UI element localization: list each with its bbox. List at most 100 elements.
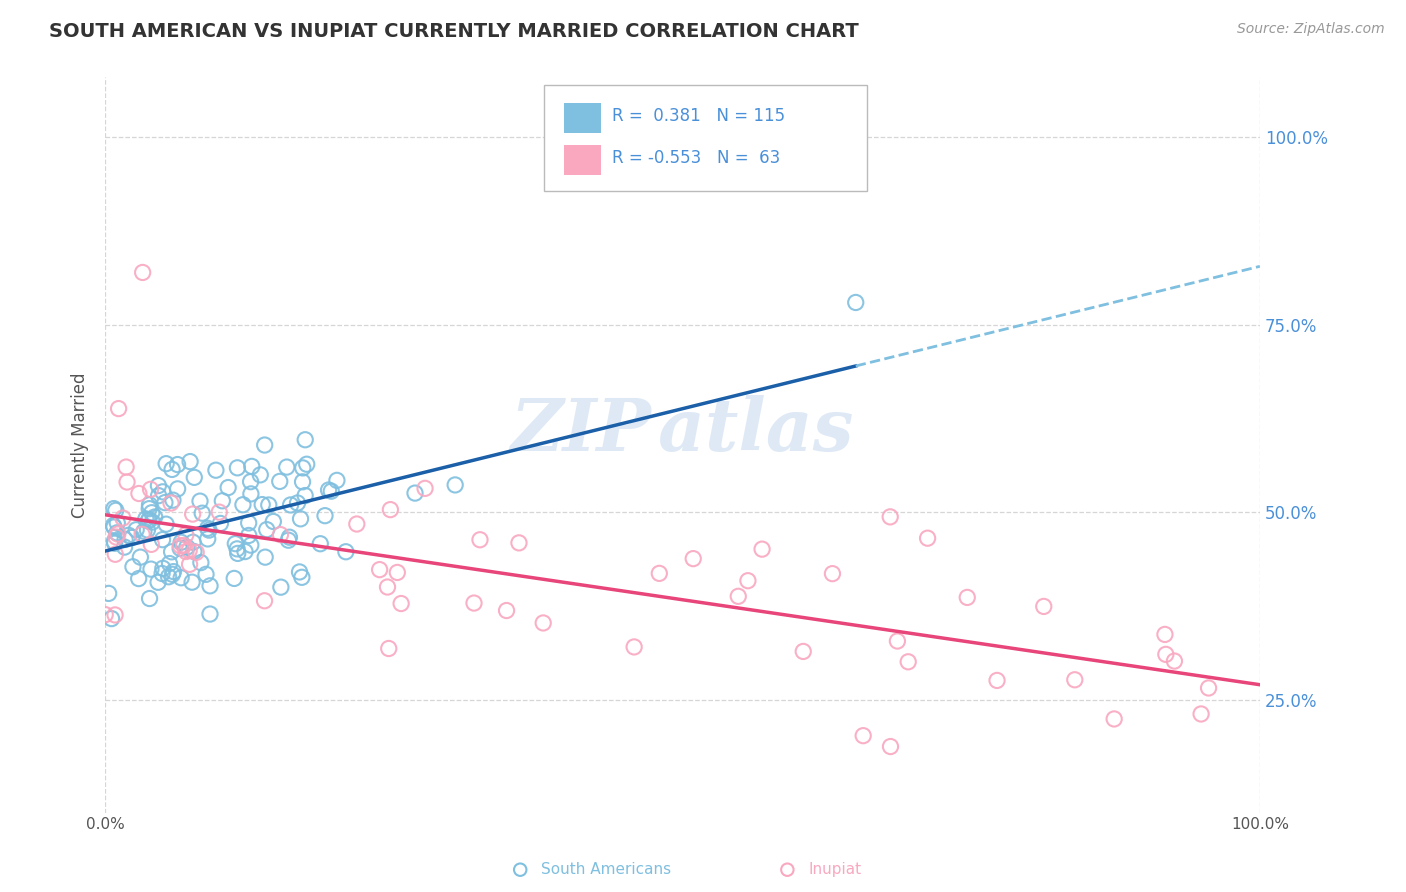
Point — [238, 516, 260, 530]
Point — [239, 538, 262, 552]
Point — [152, 561, 174, 575]
Point — [141, 515, 163, 529]
Point — [249, 467, 271, 482]
Point — [162, 493, 184, 508]
Point — [195, 567, 218, 582]
Point — [291, 461, 314, 475]
Point — [136, 523, 159, 537]
Point — [468, 533, 491, 547]
Point — [262, 515, 284, 529]
Point — [111, 511, 134, 525]
Point — [146, 575, 169, 590]
Point — [141, 537, 163, 551]
Point — [377, 641, 399, 656]
Point — [821, 566, 844, 581]
Point — [103, 534, 125, 549]
Point — [138, 591, 160, 606]
Point — [107, 401, 129, 416]
Point — [128, 572, 150, 586]
Point — [148, 478, 170, 492]
Point — [104, 536, 127, 550]
Point — [368, 563, 391, 577]
Point — [160, 462, 183, 476]
Point — [153, 495, 176, 509]
Point — [166, 482, 188, 496]
Point — [917, 531, 939, 545]
Point — [94, 607, 117, 622]
Point — [181, 535, 204, 549]
Point — [155, 457, 177, 471]
Point — [103, 520, 125, 534]
Point — [100, 612, 122, 626]
Point — [105, 525, 128, 540]
Text: R =  0.381   N = 115: R = 0.381 N = 115 — [612, 107, 785, 126]
Text: Source: ZipAtlas.com: Source: ZipAtlas.com — [1237, 22, 1385, 37]
Point — [188, 494, 211, 508]
Point — [295, 457, 318, 471]
Point — [208, 505, 231, 519]
Point — [115, 460, 138, 475]
Point — [463, 596, 485, 610]
Point — [103, 518, 125, 533]
Point — [150, 566, 173, 581]
Point — [226, 460, 249, 475]
Point — [135, 512, 157, 526]
Point — [139, 483, 162, 497]
Point — [198, 579, 221, 593]
Point — [233, 544, 256, 558]
Point — [118, 528, 141, 542]
Point — [181, 575, 204, 590]
Point — [114, 533, 136, 547]
Bar — [564, 145, 600, 175]
Point — [986, 673, 1008, 688]
Point — [238, 528, 260, 542]
Point — [1154, 648, 1177, 662]
Point — [104, 503, 127, 517]
Point — [179, 543, 201, 558]
Point — [380, 502, 402, 516]
Point — [139, 562, 162, 576]
Point — [176, 540, 198, 554]
Point — [239, 475, 262, 489]
Point — [160, 545, 183, 559]
Point — [508, 536, 530, 550]
Point — [321, 484, 343, 499]
Point — [170, 571, 193, 585]
Point — [121, 531, 143, 545]
Point — [155, 517, 177, 532]
Point — [318, 483, 340, 497]
Point — [294, 433, 316, 447]
Point — [143, 510, 166, 524]
Point — [114, 540, 136, 554]
Point — [226, 541, 249, 556]
Point — [792, 644, 814, 658]
Point — [239, 487, 262, 501]
Point — [183, 470, 205, 484]
Point — [179, 454, 201, 468]
Point — [879, 739, 901, 754]
Point — [115, 475, 138, 489]
Point — [131, 527, 153, 541]
Point — [291, 570, 314, 584]
Point — [148, 489, 170, 503]
Point — [309, 537, 332, 551]
Point — [335, 545, 357, 559]
Point — [377, 580, 399, 594]
Point — [138, 514, 160, 528]
Point — [741, 862, 763, 876]
Point — [190, 556, 212, 570]
Point — [191, 506, 214, 520]
Point — [97, 586, 120, 600]
Point — [179, 558, 201, 572]
Point — [623, 640, 645, 654]
Point — [250, 498, 273, 512]
Point — [232, 498, 254, 512]
Point — [287, 496, 309, 510]
Point — [1102, 712, 1125, 726]
FancyBboxPatch shape — [544, 85, 868, 192]
Point — [159, 557, 181, 571]
Point — [648, 566, 671, 581]
Point — [531, 615, 554, 630]
Point — [138, 513, 160, 527]
Point — [125, 523, 148, 537]
